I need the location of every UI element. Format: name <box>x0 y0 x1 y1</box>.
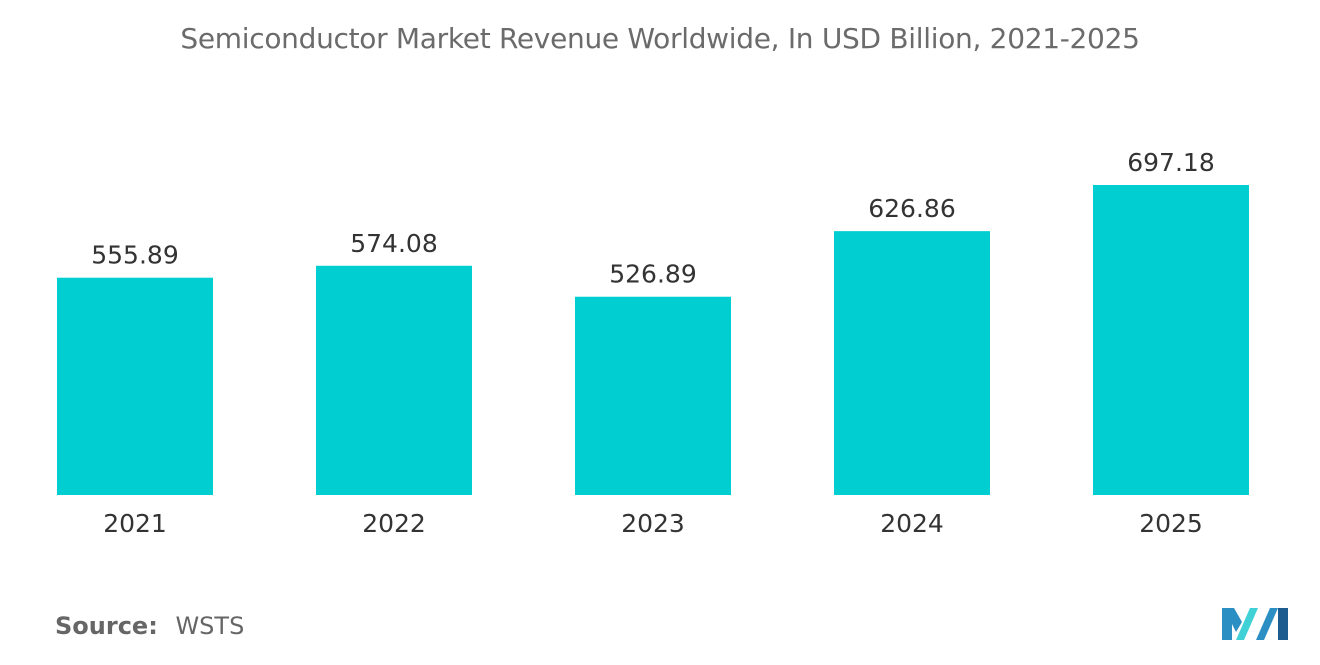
value-labels-group: 555.89 574.08 526.89 626.86 697.18 <box>91 148 1214 289</box>
x-tick-label-2025: 2025 <box>1139 509 1203 538</box>
logo-shape-left <box>1222 608 1242 640</box>
bars-group <box>57 185 1249 496</box>
bar-value-label-2022: 574.08 <box>350 229 437 258</box>
bar-value-label-2024: 626.86 <box>868 194 955 223</box>
x-tick-label-2023: 2023 <box>621 509 685 538</box>
bar-value-label-2023: 526.89 <box>609 260 696 289</box>
bar-2021 <box>57 277 213 495</box>
logo-shape-right-b <box>1278 608 1288 640</box>
x-tick-label-2024: 2024 <box>880 509 944 538</box>
source-note: Source: WSTS <box>55 612 244 640</box>
bar-2025 <box>1093 185 1249 495</box>
logo-shape-middle <box>1236 608 1258 640</box>
source-label: Source: <box>55 612 158 640</box>
x-tick-label-2022: 2022 <box>362 509 426 538</box>
mordor-intelligence-logo-icon <box>1222 608 1288 640</box>
x-tick-label-2021: 2021 <box>103 509 167 538</box>
logo-shape-right-a <box>1256 608 1278 640</box>
chart-title: Semiconductor Market Revenue Worldwide, … <box>180 22 1140 55</box>
bar-2024 <box>834 231 990 496</box>
bar-2023 <box>575 296 731 495</box>
bar-2022 <box>316 265 472 495</box>
bar-value-label-2025: 697.18 <box>1127 148 1214 177</box>
source-value: WSTS <box>175 612 245 640</box>
bar-value-label-2021: 555.89 <box>91 241 178 270</box>
x-axis-ticks-group: 2021 2022 2023 2024 2025 <box>103 509 1203 538</box>
